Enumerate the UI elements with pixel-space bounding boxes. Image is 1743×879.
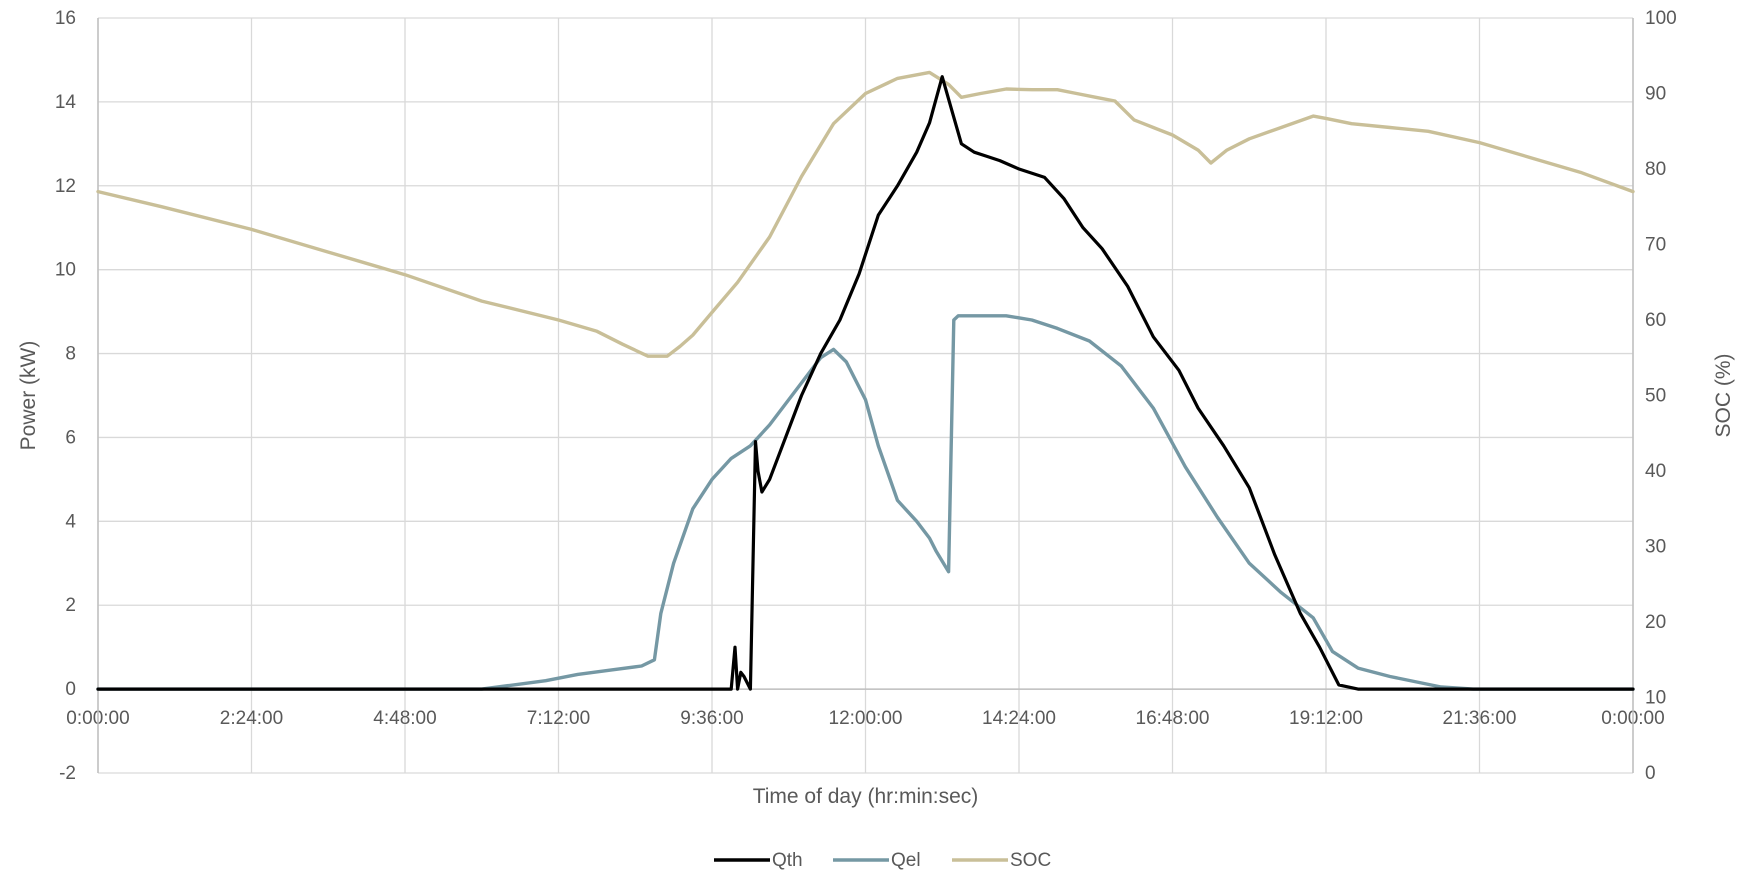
legend-label-qth: Qth [772, 850, 803, 871]
y-tick-label: 12 [55, 176, 76, 197]
legend: Qth Qel SOC [714, 850, 1051, 871]
y2-axis-title: SOC (%) [1712, 354, 1735, 438]
legend-label-qel: Qel [891, 850, 921, 871]
series-line-qel [96, 314, 1635, 691]
y-tick-label: 2 [65, 595, 76, 616]
x-axis-title: Time of day (hr:min:sec) [753, 785, 979, 808]
y2-tick-label: 20 [1645, 612, 1666, 633]
axes: -2024681012141601020304050607080901000:0… [55, 8, 1677, 784]
y2-tick-label: 60 [1645, 310, 1666, 331]
x-tick-label: 16:48:00 [1136, 708, 1210, 729]
y2-tick-label: 10 [1645, 688, 1666, 709]
y2-tick-label: 80 [1645, 159, 1666, 180]
y2-tick-label: 70 [1645, 235, 1666, 256]
x-tick-label: 4:48:00 [373, 708, 436, 729]
x-tick-label: 9:36:00 [680, 708, 743, 729]
y-tick-label: 14 [55, 92, 77, 113]
series-line-soc [96, 70, 1635, 358]
y-tick-label: 10 [55, 260, 76, 281]
y-axis-title: Power (kW) [17, 341, 40, 451]
y2-tick-label: 40 [1645, 461, 1666, 482]
y-tick-label: 6 [65, 427, 76, 448]
x-tick-label: 7:12:00 [527, 708, 590, 729]
x-tick-label: 2:24:00 [220, 708, 283, 729]
y-tick-label: -2 [59, 763, 76, 784]
gridlines [97, 17, 1634, 774]
x-tick-label: 12:00:00 [829, 708, 903, 729]
y2-tick-label: 90 [1645, 84, 1666, 105]
y2-tick-label: 100 [1645, 8, 1677, 29]
y-tick-label: 4 [65, 511, 76, 532]
x-tick-label: 14:24:00 [982, 708, 1056, 729]
legend-label-soc: SOC [1010, 850, 1051, 871]
y2-tick-label: 50 [1645, 386, 1666, 407]
x-tick-label: 19:12:00 [1289, 708, 1363, 729]
series-lines [96, 70, 1635, 691]
x-tick-label: 21:36:00 [1443, 708, 1517, 729]
y-tick-label: 8 [65, 344, 76, 365]
y2-tick-label: 0 [1645, 763, 1656, 784]
series-line-qth [96, 75, 1635, 691]
y2-tick-label: 30 [1645, 537, 1666, 558]
y-tick-label: 16 [55, 8, 76, 29]
y-tick-label: 0 [65, 679, 76, 700]
